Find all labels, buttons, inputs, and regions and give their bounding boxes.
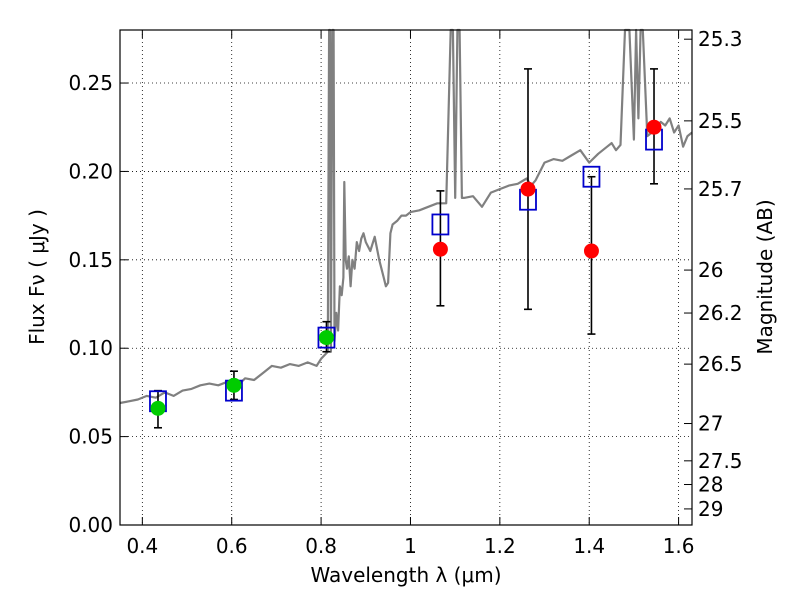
- mag-tick-label: 26.5: [698, 352, 743, 376]
- red-data-point: [520, 181, 536, 197]
- y-tick-label: 0.20: [68, 159, 113, 183]
- y-tick-label: 0.25: [68, 71, 113, 95]
- red-data-point: [583, 243, 599, 259]
- y-tick-label: 0.00: [68, 513, 113, 537]
- x-tick-label: 1.2: [484, 534, 516, 558]
- x-tick-label: 1: [404, 534, 417, 558]
- tick-layer: 0.4 0.6 0.8 1 1.2 1.4 1.6 0.00 0.05 0.10 0.15 0.20 0…: [68, 27, 742, 558]
- green-data-point: [318, 330, 334, 346]
- marker-layer: [149, 119, 663, 416]
- green-data-point: [150, 400, 166, 416]
- plot-frame: [119, 29, 693, 526]
- y-tick-label: 0.05: [68, 425, 113, 449]
- mag-tick-label: 28: [698, 473, 723, 497]
- model-square: [317, 326, 336, 349]
- mag-tick-label: 27.5: [698, 449, 743, 473]
- mag-tick-label: 25.7: [698, 177, 743, 201]
- x-tick-label: 1.6: [663, 534, 695, 558]
- mag-tick-label: 29: [698, 497, 723, 521]
- mag-tick-label: 26.2: [698, 301, 743, 325]
- mag-tick-label: 26: [698, 258, 723, 282]
- spectrum-line: [119, 28, 693, 405]
- errorbar-layer: [153, 68, 659, 429]
- y2-axis-label: Magnitude (AB): [753, 199, 777, 354]
- x-tick-label: 0.4: [126, 534, 158, 558]
- red-data-point: [432, 241, 448, 257]
- y-axis-label: Flux Fν ( μJy ): [25, 209, 49, 345]
- mag-tick-label: 25.5: [698, 109, 743, 133]
- red-data-point: [646, 119, 662, 135]
- green-data-point: [226, 377, 242, 393]
- spectrum-layer: [119, 28, 693, 405]
- mag-tick-label: 27: [698, 412, 723, 436]
- x-tick-label: 1.4: [573, 534, 605, 558]
- mag-tick-label: 25.3: [698, 27, 743, 51]
- model-square: [431, 213, 450, 236]
- grid: [120, 30, 692, 526]
- y-tick-label: 0.10: [68, 336, 113, 360]
- model-square: [582, 165, 601, 188]
- x-tick-label: 0.8: [305, 534, 337, 558]
- x-axis-label: Wavelength λ (μm): [310, 563, 501, 587]
- y-tick-label: 0.15: [68, 248, 113, 272]
- x-tick-label: 0.6: [216, 534, 248, 558]
